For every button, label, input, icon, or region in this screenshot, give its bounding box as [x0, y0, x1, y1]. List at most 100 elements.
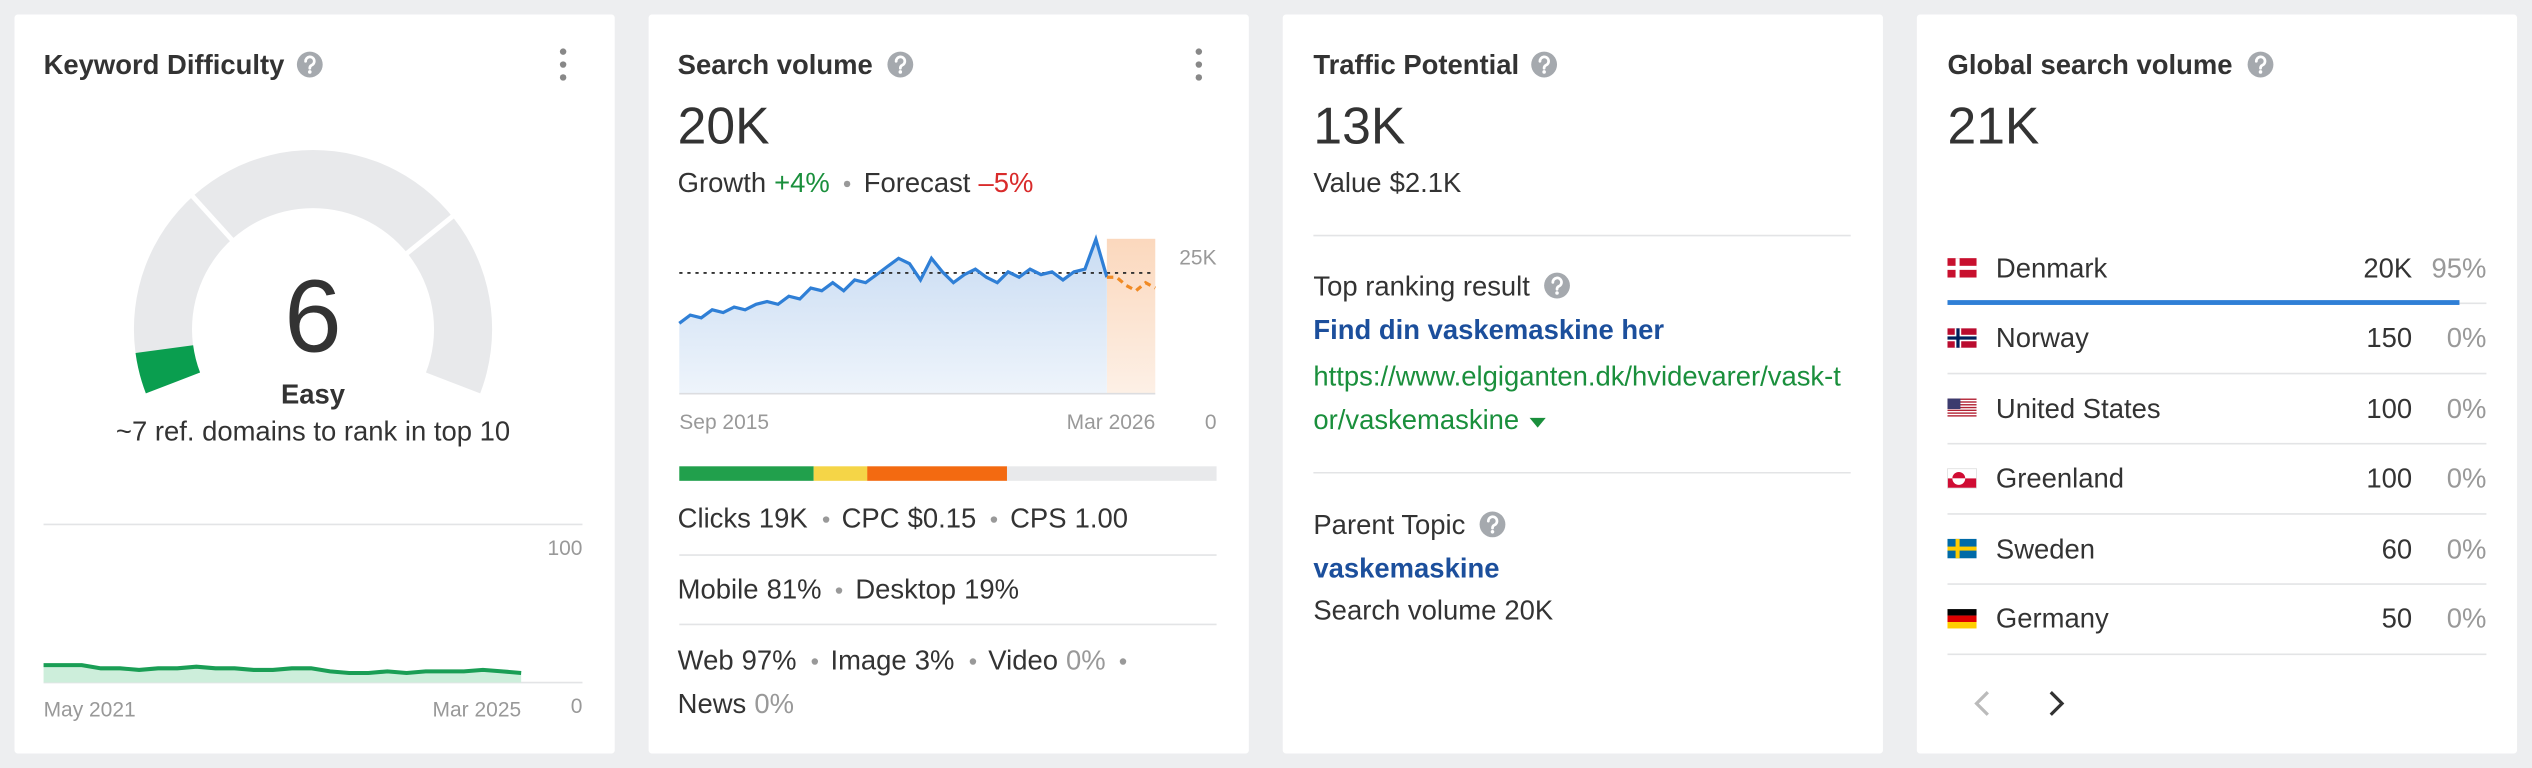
- metric-label: Video: [988, 645, 1058, 677]
- help-dot: [898, 70, 903, 74]
- menu-dot: [1195, 61, 1203, 68]
- forecast-line: [1106, 275, 1157, 293]
- result-url[interactable]: https://www.elgiganten.dk/hvidevarer/vas…: [1313, 361, 1841, 436]
- help-dot: [1555, 291, 1559, 295]
- help-icon[interactable]: [1479, 511, 1506, 538]
- country-name: United States: [1995, 392, 2161, 424]
- metric-value: 19K: [758, 503, 808, 535]
- country-volume: 100: [2366, 463, 2413, 494]
- menu-icon[interactable]: [1195, 48, 1203, 81]
- flag: [1947, 398, 1977, 418]
- intent-segment: [1006, 466, 1217, 481]
- forecast-label: Forecast: [863, 167, 971, 199]
- flag-disc: [1952, 478, 1966, 485]
- prev-arrow[interactable]: [1974, 691, 1989, 716]
- metric-value: 21K: [1947, 96, 2040, 155]
- country-volume: 50: [2381, 603, 2413, 635]
- y-tick-label: 25K: [1179, 245, 1217, 270]
- help-dot: [308, 70, 312, 74]
- section-label: Parent Topic: [1313, 509, 1466, 540]
- help-dot: [1542, 70, 1546, 74]
- growth-row: Growth +4% Forecast –5%: [678, 166, 1042, 201]
- metric-value: 19%: [964, 574, 1019, 606]
- menu-dot: [559, 48, 567, 55]
- menu-dot: [559, 74, 567, 81]
- volume-area: [679, 239, 1107, 394]
- help-icon[interactable]: [1531, 51, 1558, 78]
- metric-value: 97%: [741, 645, 797, 677]
- volume-label: Search volume: [1313, 595, 1497, 627]
- volume-value: 20K: [1504, 595, 1554, 627]
- card-title: Traffic Potential: [1313, 49, 1520, 80]
- help-glyph: [894, 55, 907, 70]
- help-circle: [296, 51, 323, 78]
- y-tick-label: 0: [1204, 409, 1217, 435]
- section-label: Top ranking result: [1313, 270, 1530, 301]
- parent-topic[interactable]: vaskemaskine: [1313, 552, 1500, 584]
- card-title: Search volume: [677, 49, 873, 80]
- gauge-divider: [404, 213, 456, 257]
- separator-dot: [835, 587, 843, 594]
- result-title[interactable]: Find din vaskemaskine her: [1313, 313, 1665, 345]
- flag-border: [1947, 468, 1977, 489]
- flag-canton: [1947, 398, 1961, 410]
- card: [1282, 14, 1883, 754]
- separator-dot: [811, 658, 818, 665]
- help-glyph: [1486, 515, 1499, 530]
- country-volume: 100: [2366, 392, 2413, 424]
- x-tick-label: Mar 2026: [1066, 409, 1156, 435]
- country-share: 0%: [2446, 392, 2487, 424]
- card-title: Global search volume: [1947, 49, 2233, 80]
- card: [1916, 14, 2518, 754]
- growth-value: +4%: [774, 167, 830, 199]
- metric-value: $0.15: [907, 503, 977, 535]
- intent-segment: [813, 466, 868, 481]
- gauge-divider: [189, 193, 235, 243]
- help-dot: [2258, 70, 2263, 74]
- flag-cross: [1947, 546, 1977, 551]
- flag: [1947, 609, 1977, 629]
- difficulty-note: ~7 ref. domains to rank in top 10: [115, 415, 511, 447]
- flag: [1947, 538, 1977, 559]
- help-dot: [1490, 530, 1495, 534]
- flag-stripe: [1947, 412, 1977, 414]
- flag-stripe: [1947, 406, 1977, 409]
- metric-value: 0%: [1066, 645, 1106, 677]
- flag: [1947, 328, 1977, 348]
- metric-label: Image: [830, 645, 907, 677]
- x-tick-label: Sep 2015: [679, 409, 770, 435]
- help-icon[interactable]: [296, 51, 323, 78]
- next-arrow[interactable]: [2049, 691, 2065, 716]
- flag-disc: [1952, 471, 1966, 479]
- help-icon[interactable]: [1544, 272, 1570, 299]
- country-volume: 20K: [2363, 252, 2413, 284]
- flag-bg: [1947, 615, 1977, 623]
- flag-cross: [1947, 336, 1977, 340]
- country-share: 0%: [2446, 463, 2487, 494]
- dropdown-caret[interactable]: [1528, 417, 1546, 427]
- flag-cross: [1947, 265, 1977, 270]
- y-tick-label: 0: [570, 693, 583, 719]
- forecast-band: [1106, 238, 1156, 394]
- x-tick-label: Mar 2025: [432, 697, 522, 722]
- help-glyph: [304, 55, 316, 70]
- help-circle: [1544, 272, 1570, 299]
- metric-label: Clicks: [677, 503, 751, 535]
- country-share: 0%: [2446, 603, 2487, 635]
- help-icon[interactable]: [2247, 51, 2274, 78]
- flag-stripe: [1947, 404, 1977, 406]
- country-share: 95%: [2431, 252, 2487, 284]
- value-amount: $2.1K: [1389, 167, 1462, 199]
- help-icon[interactable]: [887, 51, 914, 78]
- country-name: Greenland: [1995, 463, 2124, 494]
- menu-icon[interactable]: [559, 48, 567, 81]
- metric-label: CPC: [841, 503, 900, 535]
- value-label: Value: [1313, 167, 1382, 199]
- menu-dot: [559, 61, 567, 68]
- country-name: Norway: [1995, 322, 2089, 354]
- intent-segment: [679, 466, 814, 481]
- separator-dot: [844, 180, 851, 188]
- flag: [1947, 258, 1977, 278]
- growth-label: Growth: [677, 167, 767, 199]
